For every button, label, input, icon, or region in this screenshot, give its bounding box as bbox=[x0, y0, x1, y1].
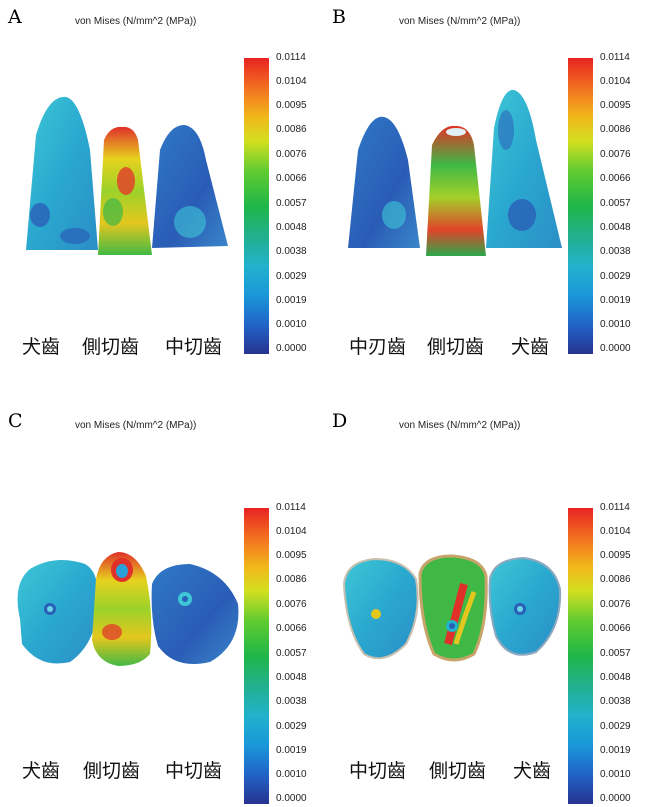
scale-tick: 0.0048 bbox=[276, 222, 307, 233]
scale-tick: 0.0038 bbox=[276, 696, 307, 707]
central-incisor-tooth bbox=[151, 564, 239, 664]
scale-tick: 0.0029 bbox=[276, 721, 307, 732]
scale-tick: 0.0066 bbox=[600, 173, 631, 184]
scale-tick: 0.0000 bbox=[600, 793, 631, 804]
scale-tick: 0.0057 bbox=[276, 198, 307, 209]
scale-tick: 0.0010 bbox=[276, 769, 307, 780]
panel-c: C von Mises (N/mm^2 (MPa)) 0.0114 0.0104… bbox=[0, 404, 324, 807]
scale-tick: 0.0095 bbox=[600, 100, 631, 111]
central-incisor-tooth bbox=[348, 116, 420, 248]
color-scale-bar bbox=[568, 58, 593, 354]
scale-tick: 0.0076 bbox=[276, 599, 307, 610]
scale-tick: 0.0114 bbox=[276, 502, 306, 513]
lateral-incisor-tooth bbox=[418, 554, 488, 662]
scale-tick: 0.0095 bbox=[276, 100, 307, 111]
scale-tick: 0.0000 bbox=[600, 343, 631, 354]
scale-tick: 0.0114 bbox=[276, 52, 306, 63]
tooth-label: 側切齒 bbox=[82, 336, 140, 358]
teeth-model bbox=[348, 89, 562, 257]
scale-tick: 0.0076 bbox=[600, 149, 631, 160]
scale-tick: 0.0000 bbox=[276, 793, 307, 804]
scale-tick: 0.0104 bbox=[600, 526, 631, 537]
scale-tick: 0.0114 bbox=[600, 52, 630, 63]
tooth-label: 中切齒 bbox=[165, 760, 223, 782]
scale-tick: 0.0000 bbox=[276, 343, 307, 354]
scale-tick: 0.0066 bbox=[600, 623, 631, 634]
teeth-model bbox=[342, 554, 562, 662]
tooth-label: 側切齒 bbox=[429, 760, 487, 782]
teeth-model bbox=[17, 552, 239, 666]
scale-tick: 0.0048 bbox=[600, 222, 631, 233]
panel-d: D von Mises (N/mm^2 (MPa)) 0.0114 0.0104… bbox=[324, 404, 648, 807]
scale-tick: 0.0095 bbox=[600, 550, 631, 561]
scale-tick: 0.0029 bbox=[600, 271, 631, 282]
canine-tooth bbox=[17, 560, 99, 664]
scale-tick: 0.0019 bbox=[600, 745, 631, 756]
scale-tick: 0.0104 bbox=[276, 76, 307, 87]
central-incisor-tooth bbox=[152, 124, 228, 248]
tooth-label: 犬齒 bbox=[22, 336, 61, 358]
scale-tick: 0.0086 bbox=[600, 574, 631, 585]
scale-tick: 0.0086 bbox=[276, 124, 307, 135]
scale-tick: 0.0029 bbox=[600, 721, 631, 732]
scale-tick: 0.0048 bbox=[276, 672, 307, 683]
scale-tick: 0.0038 bbox=[600, 246, 631, 257]
panel-a: A von Mises (N/mm^2 (MPa)) 0.0114 0.0104… bbox=[0, 0, 324, 403]
tooth-label: 側切齒 bbox=[427, 336, 485, 358]
scale-tick: 0.0057 bbox=[276, 648, 307, 659]
tooth-label: 中切齒 bbox=[349, 760, 407, 782]
scale-tick: 0.0029 bbox=[276, 271, 307, 282]
scale-tick: 0.0095 bbox=[276, 550, 307, 561]
tooth-label: 中切齒 bbox=[165, 336, 223, 358]
lateral-incisor-tooth bbox=[426, 125, 486, 257]
tooth-label: 犬齒 bbox=[511, 336, 550, 358]
scale-tick: 0.0010 bbox=[600, 319, 631, 330]
scale-tick: 0.0019 bbox=[276, 745, 307, 756]
tooth-label: 犬齒 bbox=[22, 760, 61, 782]
scale-tick: 0.0010 bbox=[600, 769, 631, 780]
scale-tick: 0.0104 bbox=[600, 76, 631, 87]
scale-tick: 0.0038 bbox=[276, 246, 307, 257]
scale-tick: 0.0066 bbox=[276, 173, 307, 184]
scale-tick: 0.0076 bbox=[600, 599, 631, 610]
plot-title: von Mises (N/mm^2 (MPa)) bbox=[75, 16, 197, 27]
scale-tick: 0.0038 bbox=[600, 696, 631, 707]
panel-letter: D bbox=[332, 410, 348, 432]
scale-tick: 0.0057 bbox=[600, 648, 631, 659]
scale-tick: 0.0019 bbox=[600, 295, 631, 306]
scale-tick: 0.0104 bbox=[276, 526, 307, 537]
color-scale-bar bbox=[244, 508, 269, 804]
scale-tick: 0.0076 bbox=[276, 149, 307, 160]
tooth-label: 中刃齒 bbox=[349, 336, 407, 358]
plot-title: von Mises (N/mm^2 (MPa)) bbox=[399, 16, 521, 27]
panel-letter: B bbox=[332, 6, 346, 28]
tooth-label: 側切齒 bbox=[83, 760, 141, 782]
teeth-model bbox=[26, 96, 228, 255]
scale-tick: 0.0019 bbox=[276, 295, 307, 306]
tooth-label: 犬齒 bbox=[513, 760, 552, 782]
panel-letter: A bbox=[8, 6, 22, 28]
canine-tooth bbox=[26, 96, 98, 251]
scale-tick: 0.0010 bbox=[276, 319, 307, 330]
plot-title: von Mises (N/mm^2 (MPa)) bbox=[75, 420, 197, 431]
scale-tick: 0.0086 bbox=[276, 574, 307, 585]
scale-tick: 0.0057 bbox=[600, 198, 631, 209]
color-scale-bar bbox=[568, 508, 593, 804]
central-incisor-tooth bbox=[342, 557, 419, 660]
scale-tick: 0.0066 bbox=[276, 623, 307, 634]
scale-tick: 0.0048 bbox=[600, 672, 631, 683]
scale-tick: 0.0086 bbox=[600, 124, 631, 135]
color-scale-bar bbox=[244, 58, 269, 354]
panel-b: B von Mises (N/mm^2 (MPa)) 0.0114 0.0104… bbox=[324, 0, 648, 403]
plot-title: von Mises (N/mm^2 (MPa)) bbox=[399, 420, 521, 431]
panel-letter: C bbox=[8, 410, 23, 432]
scale-tick: 0.0114 bbox=[600, 502, 630, 513]
